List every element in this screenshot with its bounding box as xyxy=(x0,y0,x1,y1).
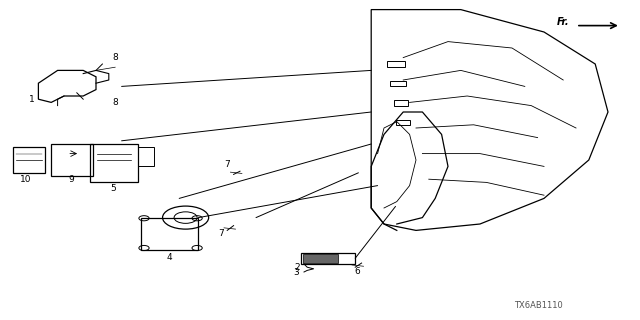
Text: 7: 7 xyxy=(225,160,230,169)
Bar xyxy=(390,81,406,86)
Bar xyxy=(303,254,338,263)
Bar xyxy=(141,218,198,250)
Text: 1: 1 xyxy=(29,95,35,104)
Text: 8: 8 xyxy=(113,53,118,62)
Text: TX6AB1110: TX6AB1110 xyxy=(515,301,563,310)
Text: Fr.: Fr. xyxy=(557,17,570,28)
Bar xyxy=(90,144,138,182)
Text: 9: 9 xyxy=(69,175,74,184)
Bar xyxy=(396,120,410,125)
Bar xyxy=(13,147,45,173)
Bar xyxy=(301,253,355,264)
Text: 10: 10 xyxy=(20,175,31,184)
Bar xyxy=(387,61,405,67)
Bar xyxy=(51,144,93,176)
Text: 4: 4 xyxy=(167,253,172,262)
Bar xyxy=(138,147,154,166)
Text: 7: 7 xyxy=(218,229,223,238)
Text: 5: 5 xyxy=(111,184,116,193)
Text: 8: 8 xyxy=(113,98,118,107)
Bar xyxy=(394,100,408,106)
Text: 6: 6 xyxy=(355,267,360,276)
Text: 3: 3 xyxy=(293,268,298,277)
Text: 2: 2 xyxy=(295,263,300,272)
